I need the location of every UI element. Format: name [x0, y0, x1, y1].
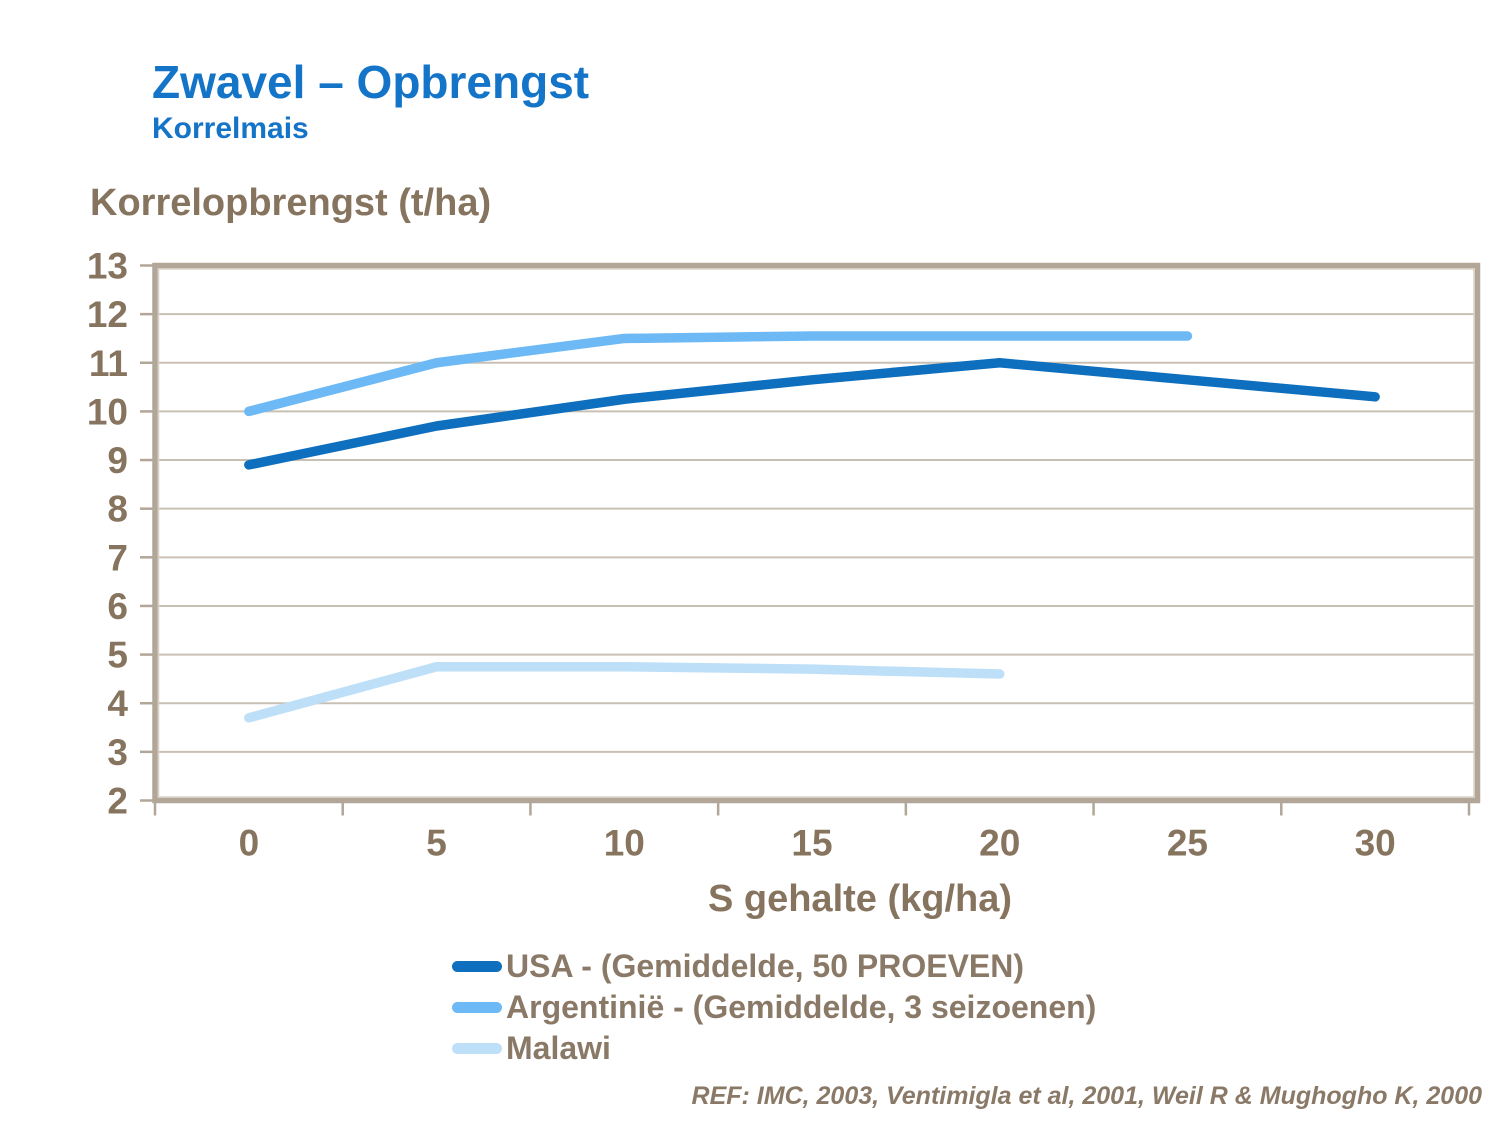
- legend-swatch: [452, 1043, 502, 1054]
- series-line-1: [244, 331, 1193, 417]
- plot-border-inner: [157, 268, 1475, 798]
- x-tick-label: 0: [239, 823, 260, 864]
- y-tick-label: 11: [89, 343, 128, 384]
- page-title: Zwavel – Opbrengst: [152, 56, 590, 108]
- reference-text: REF: IMC, 2003, Ventimigla et al, 2001, …: [691, 1082, 1482, 1110]
- page-subtitle: Korrelmais: [152, 112, 309, 145]
- x-tick-label: 25: [1167, 823, 1208, 864]
- legend-swatch: [452, 1002, 502, 1013]
- x-tick-label: 30: [1355, 823, 1396, 864]
- legend-label: Malawi: [506, 1030, 611, 1066]
- legend-item-malawi: Malawi: [452, 1028, 1096, 1069]
- y-tick-label: 13: [87, 246, 128, 287]
- y-tick-label: 4: [107, 683, 128, 724]
- plot-border: [152, 262, 1481, 804]
- legend-item-usa: USA - (Gemiddelde, 50 PROEVEN): [452, 946, 1096, 987]
- chart-legend: USA - (Gemiddelde, 50 PROEVEN) Argentini…: [452, 946, 1096, 1069]
- y-tick-label: 2: [107, 781, 128, 822]
- y-tick-label: 10: [87, 391, 128, 432]
- y-tick-label: 7: [107, 537, 128, 578]
- x-tick-label: 15: [791, 823, 832, 864]
- legend-swatch: [452, 961, 502, 972]
- x-tick-label: 5: [426, 823, 447, 864]
- y-tick-label: 5: [107, 635, 128, 676]
- x-tick-label: 20: [979, 823, 1020, 864]
- legend-item-argentinie: Argentinië - (Gemiddelde, 3 seizoenen): [452, 987, 1096, 1028]
- legend-label: USA - (Gemiddelde, 50 PROEVEN): [506, 948, 1025, 984]
- y-axis-title: Korrelopbrengst (t/ha): [90, 182, 492, 224]
- legend-label: Argentinië - (Gemiddelde, 3 seizoenen): [506, 989, 1097, 1025]
- y-tick-label: 9: [107, 440, 128, 481]
- series-line-2: [244, 662, 1005, 723]
- y-tick-label: 3: [107, 732, 128, 773]
- x-axis-title: S gehalte (kg/ha): [707, 878, 1013, 920]
- x-tick-label: 10: [604, 823, 645, 864]
- y-tick-label: 8: [107, 489, 128, 530]
- series-line-0: [244, 358, 1380, 470]
- y-tick-label: 12: [87, 294, 128, 335]
- y-tick-label: 6: [107, 586, 128, 627]
